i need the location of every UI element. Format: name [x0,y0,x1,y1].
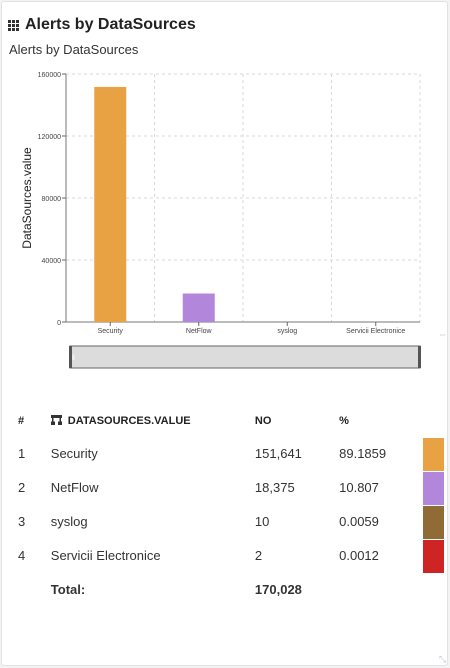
row-index: 4 [18,547,26,563]
row-name: syslog [50,513,88,529]
table-row[interactable]: 3 syslog 10 0.0059 [10,504,410,538]
bar-chart: 0 40000 80000 120000 160000 Security NetFlow sy… [20,72,421,369]
x-tick-label: NetFlow [186,328,213,335]
table-row[interactable]: 1 Security 151,641 89.1859 [10,436,410,470]
table-total-row: Total: 170,028 [10,572,410,606]
y-tick-label: 120000 [38,134,61,141]
color-swatch [423,540,444,573]
total-value: 170,028 [254,581,302,597]
widget-title: Alerts by DataSources [25,16,196,33]
header-index: # [18,415,25,427]
slider-grip-left: ‖ [72,355,75,362]
color-swatch [423,438,444,471]
corner-resize-icon[interactable]: ⤡ [439,654,447,664]
header-percent: % [339,415,349,427]
resize-icon[interactable]: ⇔ [438,329,447,339]
x-tick-label: syslog [277,328,297,335]
row-value: 2 [254,547,263,563]
x-tick-label: Servicii Electronice [346,328,405,335]
row-percent: 0.0059 [339,513,379,529]
row-value: 18,375 [254,479,295,495]
y-tick-label: 160000 [38,72,61,79]
color-swatch [423,472,444,505]
header-datasource-label: DATASOURCES.VALUE [67,415,191,427]
total-label: Total: [50,581,86,597]
total-percent [339,572,410,606]
row-value: 10 [254,513,270,529]
chart-title: Alerts by DataSources [9,42,139,57]
y-tick-label: 0 [57,320,61,327]
row-name: NetFlow [50,479,99,495]
table-row[interactable]: 2 NetFlow 18,375 10.807 [10,470,410,504]
widget-header: Alerts by DataSources [8,16,196,34]
row-name: Security [50,445,98,461]
y-tick-label: 40000 [42,258,62,265]
table-header-row: # DATASOURCES.VALUE NO % [10,406,410,436]
table-row[interactable]: 4 Servicii Electronice 2 0.0012 [10,538,410,572]
header-count: NO [254,415,272,427]
range-slider[interactable] [69,345,421,369]
data-table: # DATASOURCES.VALUE NO % 1 Security [10,406,410,606]
grid-icon [8,19,19,31]
x-tick-label: Security [98,328,124,335]
row-value: 151,641 [254,445,302,461]
color-swatch [423,506,444,539]
row-name: Servicii Electronice [50,547,161,563]
row-percent: 89.1859 [339,445,387,461]
tree-icon [50,415,62,425]
row-percent: 0.0012 [339,547,379,563]
y-tick-label: 80000 [42,196,62,203]
row-index: 3 [18,513,26,529]
row-index: 2 [18,479,26,495]
bar-security [94,86,127,322]
y-axis-label: DataSources.value [20,147,34,249]
slider-handle-left[interactable] [69,346,72,368]
header-datasource[interactable]: DATASOURCES.VALUE [50,406,255,436]
row-index: 1 [18,445,26,461]
bar-netflow [182,293,215,322]
total-index [10,572,51,606]
slider-handle-right[interactable] [418,346,421,368]
row-percent: 10.807 [339,479,379,495]
